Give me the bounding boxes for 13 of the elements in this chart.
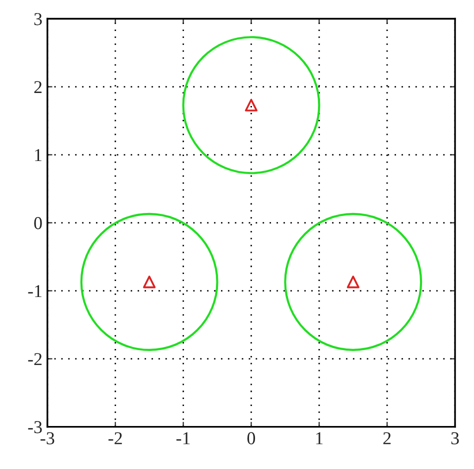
x-tick-label: 2 [383,432,391,444]
y-tick-label: 0 [34,217,42,230]
y-tick-label: -1 [28,285,42,298]
y-tick-label: 3 [34,13,42,26]
y-tick-label: 2 [34,81,42,94]
y-tick-label: -3 [28,421,42,434]
x-tick-label: -2 [108,432,122,444]
y-tick-label: -2 [28,353,42,366]
x-tick-label: 0 [247,432,256,444]
x-tick-label: -1 [176,432,190,444]
x-tick-label: 1 [316,432,323,444]
x-tick-label: 3 [451,432,459,444]
y-tick-label: 1 [35,149,42,162]
